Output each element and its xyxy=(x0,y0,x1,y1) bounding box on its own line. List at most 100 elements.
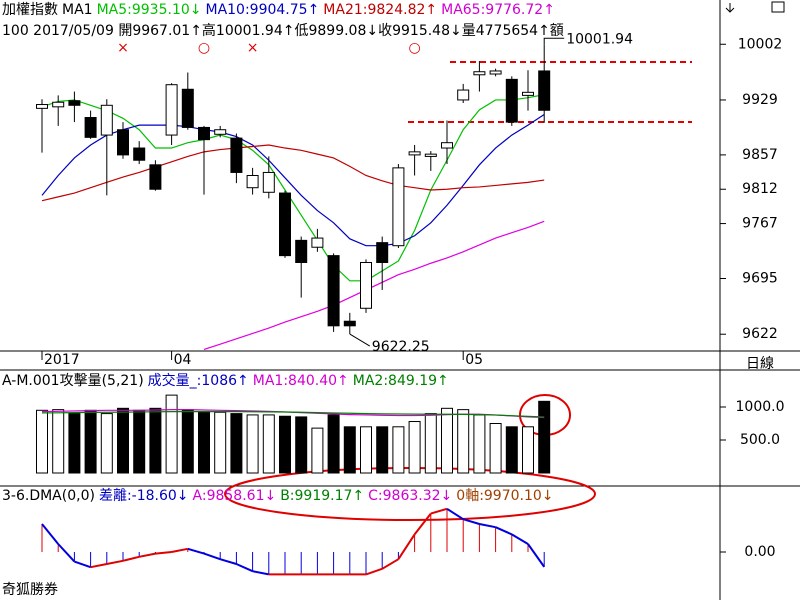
price-plot xyxy=(36,44,551,350)
volume-bar xyxy=(214,411,227,474)
volume-bar xyxy=(262,414,275,474)
candle-body xyxy=(538,70,551,111)
volume-bar xyxy=(327,414,340,474)
dma-line-segment xyxy=(155,551,172,555)
y-tick-label: 0.00 xyxy=(744,544,775,560)
volume-bar xyxy=(295,416,308,474)
candle-body xyxy=(295,239,308,263)
header-item: MA65:9776.72↑ xyxy=(441,2,555,18)
candle-body xyxy=(52,101,65,108)
y-tick-label: 9929 xyxy=(742,92,778,108)
volume-bar xyxy=(392,426,405,474)
line-series xyxy=(41,94,545,282)
dma-line-segment xyxy=(462,518,480,525)
candle-body xyxy=(473,71,486,76)
header-line-2: 100 2017/05/09 開9967.01↑高10001.94↑低9899.… xyxy=(2,22,564,39)
dma-line-segment xyxy=(495,526,513,536)
header-item: MA1 xyxy=(62,2,93,18)
header-item: B:9919.17↑ xyxy=(280,488,364,504)
candle-body xyxy=(230,137,243,173)
candle-body xyxy=(198,126,210,141)
volume-bar xyxy=(100,413,113,474)
annotation: 9622.25 xyxy=(372,339,430,355)
candle-body xyxy=(441,142,453,149)
volume-bar xyxy=(84,409,97,474)
header-item: MA21:9824.82↑ xyxy=(323,2,437,18)
candle-body xyxy=(84,117,97,138)
dma-line-segment xyxy=(171,547,188,553)
line-series xyxy=(41,113,545,247)
candle-body xyxy=(343,320,356,327)
header-item: A:9858.61↓ xyxy=(193,488,277,504)
dma-line-segment xyxy=(106,559,124,565)
header-item: MA1:840.40↑ xyxy=(253,373,349,389)
y-tick-label: 9622 xyxy=(742,326,778,342)
dma-line-segment xyxy=(187,547,205,555)
dma-line-segment xyxy=(446,507,464,521)
header-item: 0軸:9970.10↓ xyxy=(456,488,553,504)
header-line-1: 加權指數 MA1 MA5:9935.10↓ MA10:9904.75↑ MA21:982… xyxy=(2,2,555,18)
volume-bar xyxy=(473,414,486,474)
dma-line-segment xyxy=(365,567,383,576)
header-item: 差離:-18.60↓ xyxy=(99,487,189,504)
header-item: 3-6.DMA(0,0) xyxy=(2,488,95,504)
leader-line xyxy=(349,333,371,347)
candle-body xyxy=(392,167,405,247)
volume-bar xyxy=(311,427,324,474)
signal-marker: × xyxy=(117,40,129,56)
volume-bar xyxy=(376,426,389,474)
line-series xyxy=(203,220,545,350)
y-tick-label: 9812 xyxy=(742,181,778,197)
candle-body xyxy=(181,88,194,128)
dma-line-segment xyxy=(235,563,254,573)
candle-body xyxy=(424,153,437,157)
dma-line-segment xyxy=(41,523,59,545)
y-tick-label: 1000.0 xyxy=(736,399,785,415)
volume-bar xyxy=(408,421,421,474)
dma-line-segment xyxy=(57,543,76,563)
candle-body xyxy=(246,175,259,189)
volume-bar xyxy=(36,409,48,474)
header-item: 加權指數 xyxy=(2,2,58,18)
leader-line xyxy=(543,37,565,45)
candle-body xyxy=(279,192,291,257)
dma-line-segment xyxy=(397,533,416,560)
candle-body xyxy=(489,70,502,75)
candle-body xyxy=(505,78,518,123)
y-tick-label: 9857 xyxy=(742,147,778,163)
dma-line-segment xyxy=(139,552,156,558)
volume-bar xyxy=(133,409,146,474)
header-item: C:9863.32↓ xyxy=(368,488,452,504)
header-item: MA10:9904.75↑ xyxy=(205,2,319,18)
dma-line-segment xyxy=(122,555,140,562)
dma-line-segment xyxy=(527,543,546,568)
candle-body xyxy=(133,147,146,161)
x-tick-label: 04 xyxy=(174,352,192,368)
volume-bar xyxy=(522,426,534,474)
volume-header: A-M.001攻擊量(5,21) 成交量_:1086↑ MA1:840.40↑ MA2… xyxy=(2,372,449,389)
annotation: 10001.94 xyxy=(566,31,633,47)
volume-bar xyxy=(489,423,502,474)
candle-body xyxy=(117,129,129,156)
signal-marker: × xyxy=(247,40,259,56)
header-item: A-M.001攻擊量(5,21) xyxy=(2,372,144,389)
period-label: 日線 xyxy=(746,356,774,372)
y-tick-label: 10002 xyxy=(738,36,783,52)
x-tick-label: 05 xyxy=(465,352,483,368)
y-tick-label: 9767 xyxy=(742,216,778,232)
volume-bar xyxy=(538,400,551,474)
volume-bar xyxy=(505,426,518,474)
candle-body xyxy=(165,84,178,136)
volume-bar xyxy=(424,413,437,474)
candle-body xyxy=(457,89,470,101)
volume-bar xyxy=(52,409,65,474)
signal-marker: ○ xyxy=(198,40,210,56)
candle-body xyxy=(68,100,81,106)
candle-body xyxy=(100,104,113,136)
volume-bar xyxy=(360,426,372,474)
volume-bar xyxy=(246,414,259,474)
candle-body xyxy=(149,164,162,190)
